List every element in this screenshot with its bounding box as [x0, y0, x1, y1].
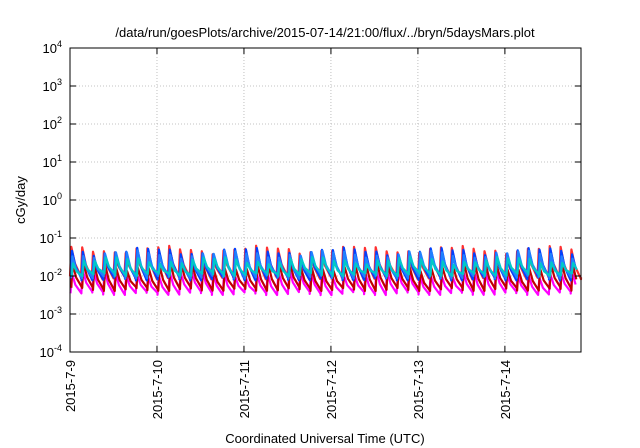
x-tick-label: 2015-7-12: [324, 360, 339, 419]
y-tick-label: 10-3: [40, 305, 62, 322]
x-ticks: 2015-7-9 2015-7-10 2015-7-11 2015-7-12 2015-…: [63, 48, 513, 419]
x-tick-label: 2015-7-9: [63, 360, 78, 412]
x-tick-label: 2015-7-13: [411, 360, 426, 419]
y-tick-label: 104: [43, 39, 62, 56]
grid: [70, 48, 581, 352]
y-tick-label: 10-2: [40, 267, 62, 284]
y-tick-label: 101: [43, 153, 62, 170]
x-tick-label: 2015-7-10: [150, 360, 165, 419]
y-tick-label: 100: [43, 191, 62, 208]
x-tick-label: 2015-7-11: [237, 360, 252, 418]
y-tick-label: 103: [43, 77, 62, 94]
series-line: [70, 249, 578, 280]
y-axis-label: cGy/day: [13, 176, 28, 224]
series-group: [68, 244, 583, 297]
chart-title: /data/run/goesPlots/archive/2015-07-14/2…: [115, 25, 535, 40]
y-tick-label: 10-4: [40, 343, 62, 360]
y-ticks: 10-4 10-3 10-2 10-1 100 101 102 103 104: [40, 39, 581, 360]
y-tick-label: 10-1: [40, 229, 62, 246]
x-axis-label: Coordinated Universal Time (UTC): [225, 431, 424, 446]
x-tick-label: 2015-7-14: [498, 360, 513, 419]
series-line: [70, 255, 578, 278]
y-tick-label: 102: [43, 115, 62, 132]
